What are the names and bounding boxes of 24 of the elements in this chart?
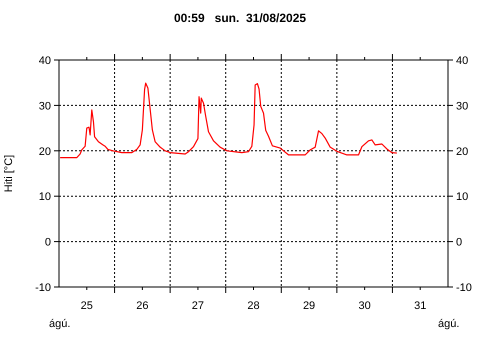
y-tick-label: 10 xyxy=(38,191,51,204)
x-tick-label: 29 xyxy=(302,300,316,312)
line-series xyxy=(60,82,398,158)
text: ágú. xyxy=(438,318,460,330)
y-tick-label: 0 xyxy=(44,236,51,249)
x-tick-label: 25 xyxy=(80,300,93,312)
y-tick-label: 40 xyxy=(38,55,51,67)
x-tick-label: 27 xyxy=(192,300,204,312)
y2-tick-label: 40 xyxy=(456,55,468,67)
y2-tick-label: 0 xyxy=(456,236,462,249)
y-tick-label: 20 xyxy=(38,146,51,158)
x-tick-label: 30 xyxy=(358,300,371,312)
y-tick-label: -10 xyxy=(35,282,51,294)
y-axis-title: Hiti [°C] xyxy=(3,154,15,192)
x-tick-label: 26 xyxy=(136,300,148,312)
y2-tick-label: -10 xyxy=(456,282,472,294)
x-tick-label: 31 xyxy=(414,300,426,312)
y2-tick-label: 20 xyxy=(456,146,468,158)
text: ágú. xyxy=(49,318,70,330)
y-tick-label: 30 xyxy=(38,100,51,112)
x-tick-label: 28 xyxy=(247,300,260,312)
y2-tick-label: 30 xyxy=(456,100,468,112)
chart-title: 00:59 sun. 31/08/2025 xyxy=(174,11,306,25)
y2-tick-label: 10 xyxy=(456,191,468,204)
